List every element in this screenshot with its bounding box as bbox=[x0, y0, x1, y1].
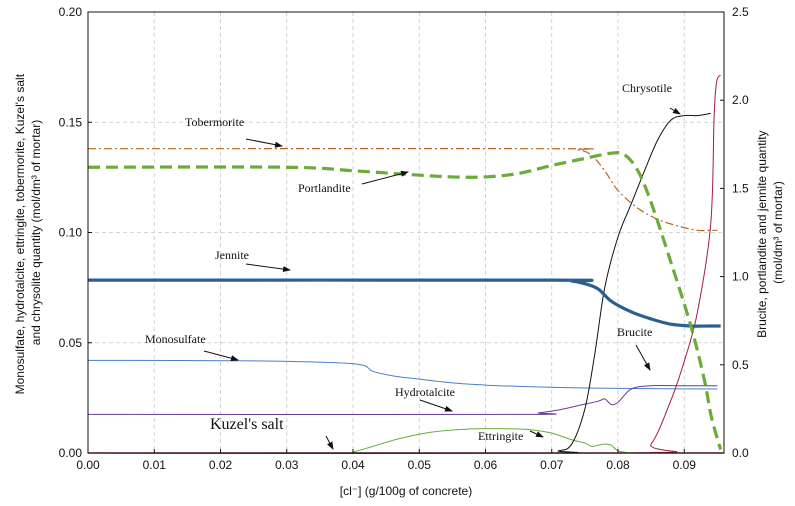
annotation-arrow-jennite bbox=[245, 263, 291, 273]
annotation-label-chrysotile: Chrysotile bbox=[622, 81, 672, 95]
y-left-tick-label: 0.20 bbox=[59, 5, 83, 19]
series-tobermorite bbox=[87, 148, 718, 232]
y-left-tick-label: 0.05 bbox=[59, 336, 83, 350]
y-left-tick-label: 0.15 bbox=[59, 115, 83, 129]
x-axis-title: [cl⁻] (g/100g of concrete) bbox=[340, 484, 472, 498]
annotation-label-hydrotalcite: Hydrotalcite bbox=[395, 385, 455, 399]
y-left-axis-title-line-2: and chrysolite quantity (mol/dm³ of mort… bbox=[29, 120, 43, 345]
series-monosulfate bbox=[87, 359, 718, 390]
y-left-axis-title-line-1: Monosulfate, hydrotalcite, ettringite, t… bbox=[13, 73, 27, 394]
annotation-label-kuzel-s-salt: Kuzel's salt bbox=[210, 416, 284, 433]
y-right-tick-label: 2.0 bbox=[732, 93, 749, 107]
y-right-tick-label: 1.0 bbox=[732, 270, 749, 284]
annotation-label-jennite: Jennite bbox=[215, 248, 249, 262]
y-right-tick-label: 1.5 bbox=[732, 181, 749, 195]
x-tick-label: 0.05 bbox=[408, 458, 432, 472]
y-right-tick-label: 0.5 bbox=[732, 358, 749, 372]
annotation-arrow-ettringite bbox=[529, 430, 544, 438]
annotation-arrow-tobermorite bbox=[245, 138, 283, 148]
x-tick-label: 0.00 bbox=[76, 458, 100, 472]
annotations: Tobermorite Portlandite Jennite Monosulfate… bbox=[145, 81, 681, 450]
annotation-label-tobermorite: Tobermorite bbox=[185, 115, 244, 129]
annotation-arrow-kuzel-s-salt bbox=[325, 435, 334, 450]
x-tick-label: 0.02 bbox=[209, 458, 233, 472]
x-tick-label: 0.06 bbox=[474, 458, 498, 472]
x-tick-label: 0.01 bbox=[143, 458, 167, 472]
series-portlandite bbox=[87, 151, 723, 450]
annotation-label-brucite: Brucite bbox=[617, 325, 652, 339]
x-tick-label: 0.07 bbox=[540, 458, 564, 472]
y-right-axis-title-line-2: (mol/dm³ of mortar) bbox=[771, 181, 785, 284]
ticks: 0.00 0.01 0.02 0.03 0.04 0.05 0.06 0.07 0.08 0.09… bbox=[59, 5, 749, 472]
annotation-label-portlandite: Portlandite bbox=[298, 181, 351, 195]
annotation-arrow-hydrotalcite bbox=[419, 399, 453, 412]
annotation-arrow-monosulfate bbox=[203, 350, 239, 362]
x-tick-label: 0.09 bbox=[673, 458, 697, 472]
y-right-tick-label: 2.5 bbox=[732, 5, 749, 19]
x-tick-label: 0.08 bbox=[606, 458, 630, 472]
x-tick-label: 0.04 bbox=[341, 458, 365, 472]
y-right-axis-title-line-1: Brucite, portlandite and jennite quantit… bbox=[755, 130, 769, 337]
y-left-tick-label: 0.00 bbox=[59, 446, 83, 460]
series-jennite bbox=[87, 278, 721, 328]
series-ettringite bbox=[87, 428, 632, 454]
y-right-tick-label: 0.0 bbox=[732, 446, 749, 460]
y-left-tick-label: 0.10 bbox=[59, 226, 83, 240]
annotation-label-monosulfate: Monosulfate bbox=[145, 332, 206, 346]
grid bbox=[88, 12, 724, 453]
annotation-arrow-chrysotile bbox=[669, 107, 681, 115]
annotation-arrow-brucite bbox=[635, 344, 651, 371]
y-right-axis-title: Brucite, portlandite and jennite quantit… bbox=[755, 127, 785, 338]
y-left-axis-title: Monosulfate, hydrotalcite, ettringite, t… bbox=[13, 71, 43, 395]
annotation-label-ettringite: Ettringite bbox=[478, 429, 523, 443]
annotation-arrow-portlandite bbox=[361, 170, 409, 185]
series-hydrotalcite bbox=[87, 385, 718, 416]
x-tick-label: 0.03 bbox=[275, 458, 299, 472]
